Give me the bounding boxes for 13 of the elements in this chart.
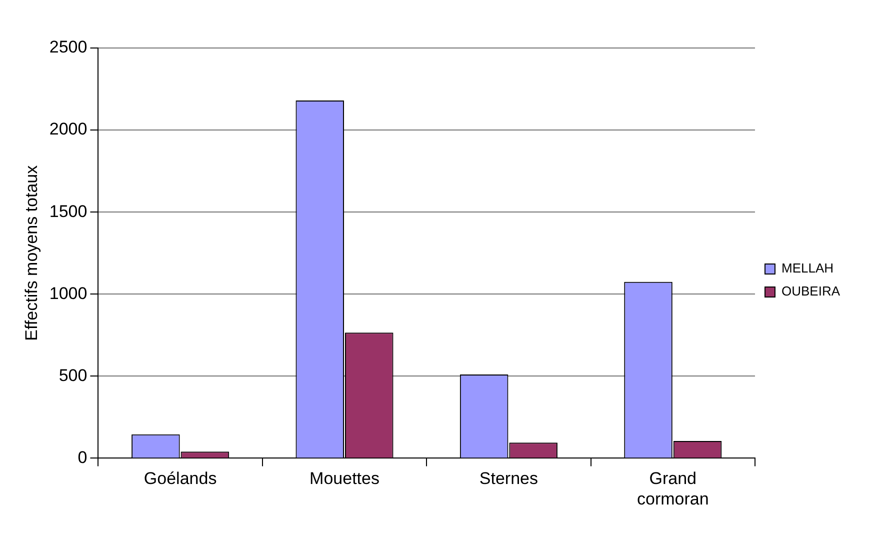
y-tick-label: 0	[78, 448, 88, 467]
y-tick-label: 2000	[49, 120, 88, 139]
x-tick-label: Mouettes	[310, 469, 380, 488]
legend-label: OUBEIRA	[781, 284, 840, 299]
legend-label: MELLAH	[781, 260, 834, 276]
y-tick-label: 500	[58, 366, 88, 385]
x-tick-label: Grand cormoran	[636, 469, 709, 508]
y-tick-label: 2500	[49, 38, 88, 57]
y-tick-label: 1000	[49, 284, 88, 303]
x-tick-label: Sternes	[479, 469, 538, 488]
y-axis-title: Effectifs moyens totaux	[22, 164, 41, 341]
y-tick-label: 1500	[49, 202, 88, 221]
x-tick-label: Goélands	[144, 469, 217, 488]
